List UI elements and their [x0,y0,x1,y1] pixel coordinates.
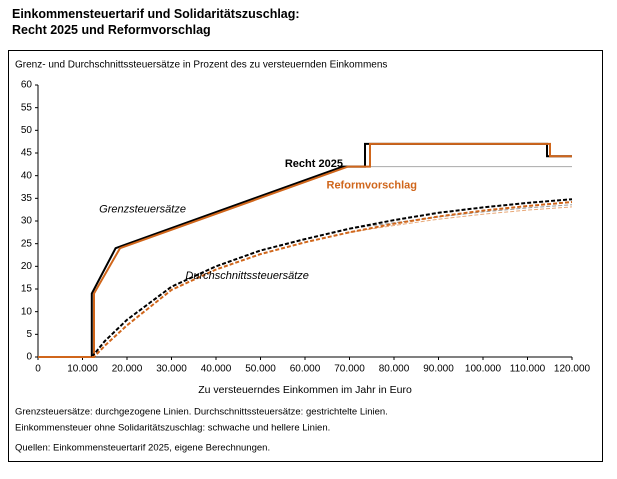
y-tick-label: 60 [21,80,33,91]
y-tick-label: 20 [21,261,33,272]
y-tick-label: 25 [21,238,33,249]
x-tick-label: 90.000 [423,364,454,375]
y-tick-label: 5 [26,329,32,340]
annotation: Grenzsteuersätze [99,204,186,216]
title-line: Recht 2025 und Reformvorschlag [12,23,211,37]
series-line [38,198,573,358]
y-tick-label: 10 [21,306,33,317]
y-tick-label: 55 [21,102,33,113]
y-tick-label: 30 [21,216,33,227]
x-tick-label: 60.000 [290,364,321,375]
x-tick-label: 40.000 [201,364,232,375]
x-tick-label: 10.000 [67,364,98,375]
x-tick-label: 50.000 [245,364,276,375]
note: Quellen: Einkommensteuertarif 2025, eige… [15,443,270,454]
x-tick-label: 20.000 [112,364,143,375]
y-tick-label: 45 [21,148,33,159]
annotation: Reformvorschlag [327,180,417,192]
annotation: Recht 2025 [285,158,343,170]
y-tick-label: 50 [21,125,33,136]
x-tick-label: 110.000 [510,364,546,375]
x-tick-label: 0 [35,364,41,375]
x-axis-label: Zu versteuerndes Einkommen im Jahr in Eu… [198,384,412,396]
x-tick-label: 120.000 [554,364,591,375]
title: Einkommensteuertarif und Solidaritätszus… [12,6,300,38]
annotation: Durchschnittssteuersätze [185,270,309,282]
series-line [349,204,573,230]
note: Grenzsteuersätze: durchgezogene Linien. … [15,407,388,418]
chart-subtitle: Grenz- und Durchschnittssteuersätze in P… [15,60,387,71]
series-line [38,142,572,358]
note: Einkommensteuer ohne Solidaritätszuschla… [15,423,330,434]
series-line [38,201,573,358]
y-tick-label: 15 [21,284,33,295]
y-tick-label: 40 [21,170,33,181]
x-tick-label: 30.000 [156,364,187,375]
x-tick-label: 80.000 [379,364,410,375]
x-tick-label: 100.000 [465,364,502,375]
frame [8,50,603,462]
x-tick-label: 70.000 [334,364,365,375]
y-tick-label: 35 [21,193,33,204]
title-line: Einkommensteuertarif und Solidaritätszus… [12,7,300,21]
y-tick-label: 0 [26,352,32,363]
series-line [349,206,573,233]
